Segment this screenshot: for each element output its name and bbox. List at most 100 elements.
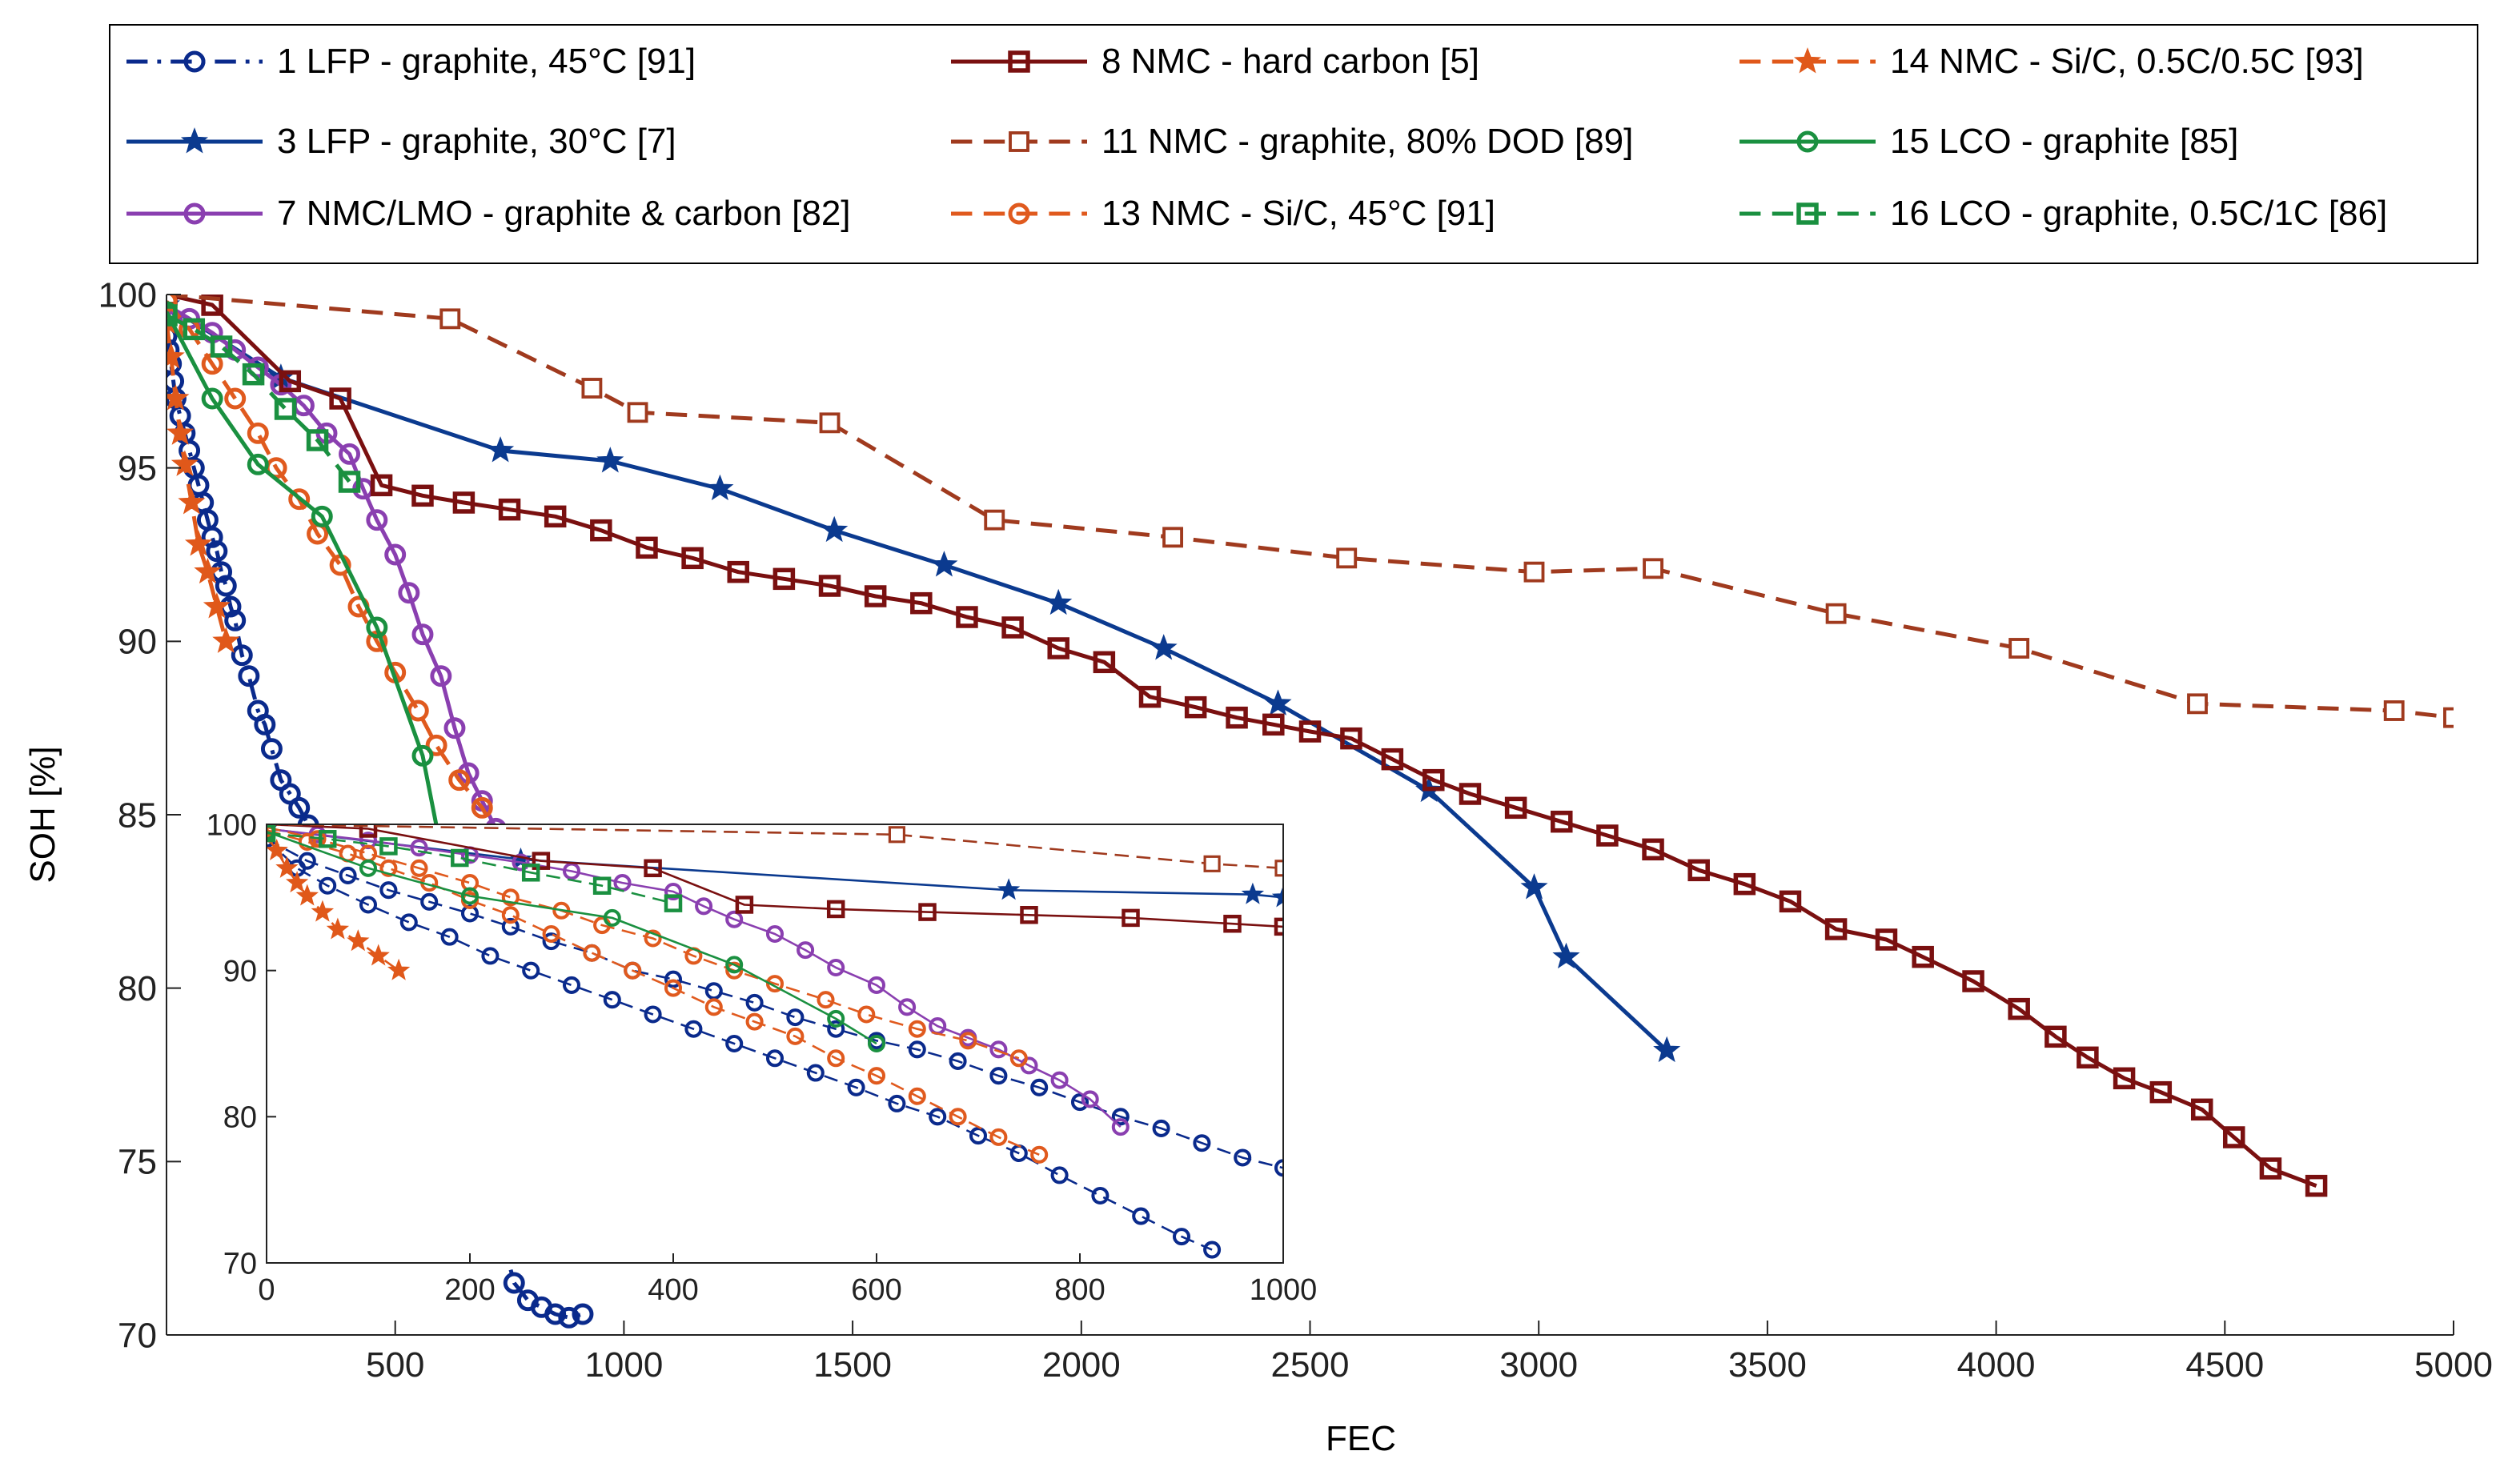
- data-point-s3i: [997, 878, 1021, 900]
- data-point-s7i: [664, 883, 683, 901]
- data-point-s16: [167, 304, 178, 327]
- data-point-s8: [772, 567, 796, 591]
- data-point-s1b: [765, 1049, 784, 1068]
- legend: 1 LFP - graphite, 45°C [91] 8 NMC - hard…: [109, 24, 2478, 264]
- data-point-s1b: [603, 991, 621, 1009]
- series-line-s15: [167, 311, 471, 989]
- legend-swatch-3: [126, 127, 263, 154]
- series-line-s16: [167, 313, 351, 483]
- data-point-s1b: [440, 928, 459, 946]
- series-line-s15i: [267, 830, 877, 1045]
- data-point-s8: [1824, 918, 1848, 940]
- data-point-s8: [910, 591, 933, 615]
- y-tick-label: 70: [118, 1316, 157, 1355]
- legend-swatch-14: [1740, 47, 1876, 74]
- legend-swatch-8: [951, 50, 1087, 73]
- x-tick-label: 500: [366, 1345, 424, 1385]
- data-point-s11: [167, 295, 177, 305]
- legend-marker: [183, 202, 206, 225]
- data-point-s1b: [847, 1078, 865, 1096]
- data-point-s13: [224, 387, 247, 410]
- data-point-s14i: [295, 884, 319, 906]
- data-point-s1b: [929, 1108, 947, 1126]
- data-point-s15i: [725, 956, 744, 974]
- data-point-s1: [254, 713, 276, 735]
- data-point-s13b: [989, 1128, 1008, 1146]
- data-point-s7i: [867, 976, 886, 994]
- legend-label: 8 NMC - hard carbon [5]: [1101, 42, 1479, 81]
- data-point-s8: [370, 474, 393, 497]
- data-point-s13a: [644, 929, 662, 948]
- legend-marker: [183, 50, 206, 73]
- y-tick-label: 90: [118, 623, 157, 662]
- data-point-s15i: [827, 1009, 845, 1028]
- data-point-s13b: [1030, 1145, 1049, 1164]
- data-point-s8: [411, 484, 434, 507]
- data-point-s8: [1381, 748, 1404, 771]
- data-point-s13b: [827, 1049, 845, 1068]
- legend-label: 13 NMC - Si/C, 45°C [91]: [1101, 194, 1495, 233]
- data-point-s8: [201, 295, 223, 316]
- data-point-s8: [1642, 838, 1664, 861]
- data-point-s3: [1264, 689, 1292, 715]
- data-point-s8: [1504, 796, 1527, 820]
- data-point-s14i: [326, 917, 350, 940]
- data-point-s7: [398, 582, 420, 604]
- data-point-s11: [1825, 603, 1847, 624]
- data-point-s16i: [592, 876, 612, 895]
- data-point-s8: [1551, 810, 1573, 833]
- data-point-s1b: [359, 896, 378, 914]
- data-point-s1b: [399, 913, 418, 932]
- data-point-s13: [407, 699, 429, 722]
- data-point-s8i: [1122, 908, 1140, 928]
- data-point-s16: [306, 429, 329, 451]
- data-point-s1a: [379, 881, 398, 900]
- data-point-s3i: [1271, 885, 1283, 908]
- x-tick-label: 800: [1054, 1273, 1105, 1307]
- data-point-s1b: [1050, 1166, 1069, 1184]
- data-point-s13: [288, 488, 311, 511]
- data-point-s14: [167, 419, 195, 445]
- data-point-s8: [1596, 824, 1619, 847]
- data-point-s13: [247, 422, 269, 444]
- data-point-s16: [183, 318, 206, 341]
- data-point-s11: [1523, 561, 1545, 583]
- data-point-s8: [2222, 1126, 2245, 1148]
- data-point-s13b: [908, 1087, 926, 1105]
- data-point-s14: [184, 530, 213, 556]
- data-point-s15i: [460, 887, 480, 905]
- x-tick-label: 2500: [1271, 1345, 1350, 1385]
- legend-swatch-13: [951, 202, 1087, 225]
- data-point-s7i: [1050, 1071, 1069, 1089]
- data-point-s8: [2077, 1046, 2099, 1069]
- data-point-s3: [487, 436, 515, 463]
- data-point-s1a: [339, 866, 357, 884]
- legend-label: 3 LFP - graphite, 30°C [7]: [277, 122, 676, 161]
- data-point-s15: [366, 616, 388, 639]
- data-point-s1: [503, 1272, 525, 1294]
- data-point-s11: [2008, 638, 2030, 659]
- data-point-s13: [471, 796, 493, 819]
- data-point-s13b: [379, 859, 398, 877]
- data-point-s8: [1093, 651, 1116, 674]
- data-point-s3: [1150, 634, 1178, 660]
- data-point-s13a: [908, 1020, 926, 1038]
- data-point-s13a: [857, 1005, 876, 1024]
- series-line-s14: [167, 322, 228, 642]
- data-point-s16i: [451, 848, 469, 868]
- data-point-s1b: [1091, 1186, 1110, 1204]
- data-point-s13b: [704, 998, 723, 1016]
- data-point-s8: [279, 370, 302, 393]
- data-point-s8: [1779, 890, 1802, 913]
- data-point-s7: [411, 623, 434, 646]
- data-point-s1b: [1132, 1207, 1150, 1225]
- x-tick-label: 3000: [1499, 1345, 1578, 1385]
- data-point-s7i: [695, 897, 713, 916]
- series-line-s8i: [267, 824, 1283, 928]
- data-point-s8i: [918, 903, 937, 921]
- data-point-s1: [231, 644, 253, 667]
- data-point-s14i: [347, 929, 370, 952]
- y-tick-label: 75: [118, 1143, 157, 1182]
- data-point-s7i: [989, 1040, 1008, 1059]
- data-point-s3: [1045, 588, 1073, 615]
